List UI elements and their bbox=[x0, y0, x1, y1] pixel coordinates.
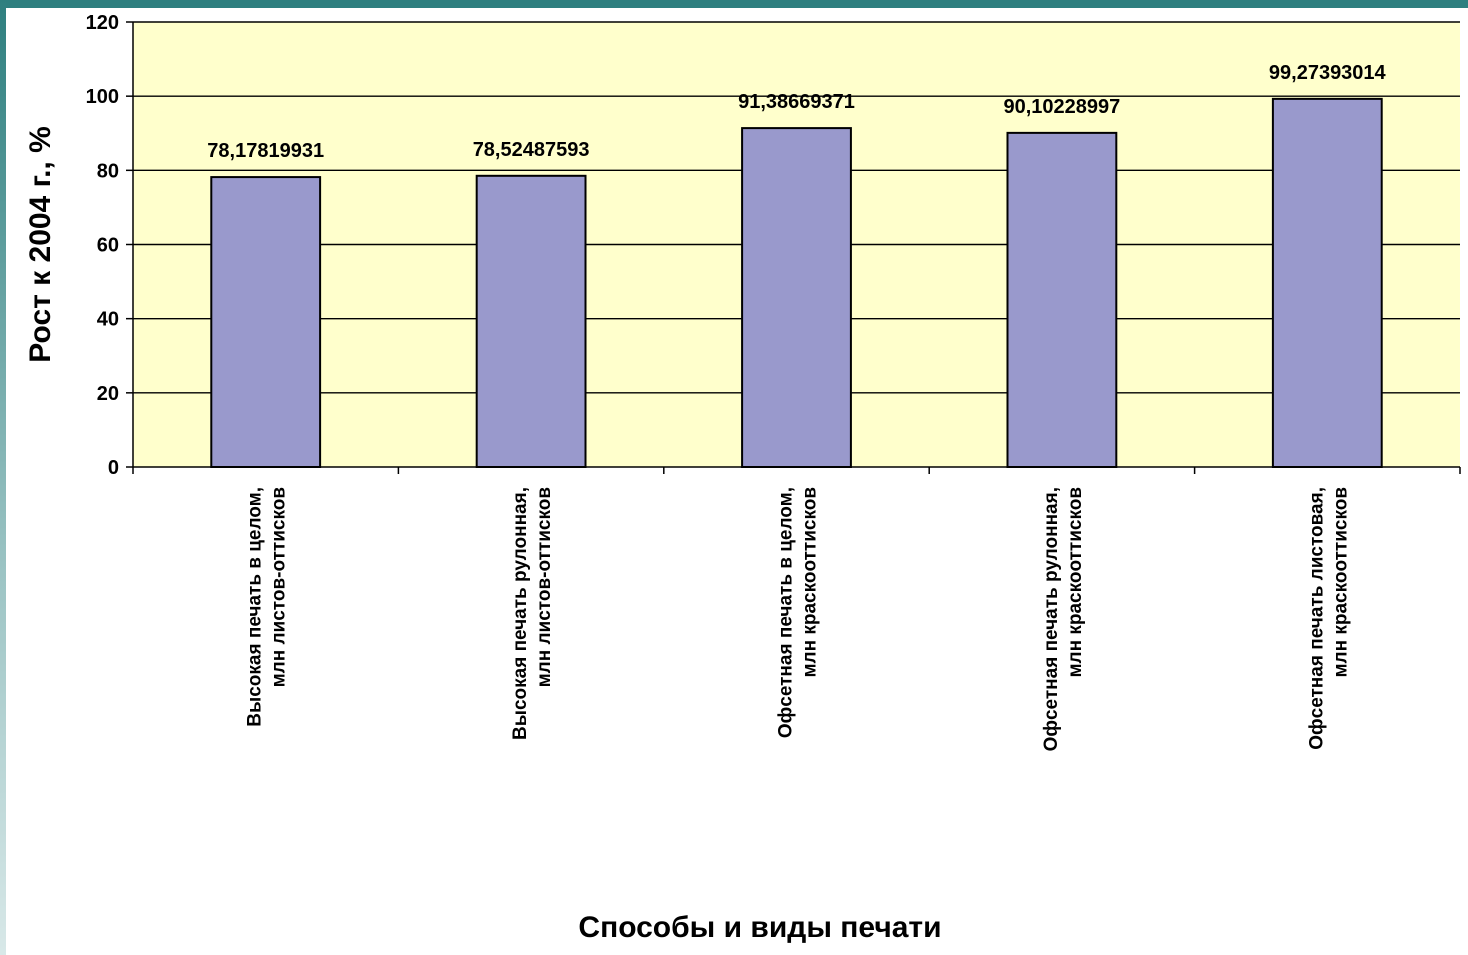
x-category-label-line: млн краскооттисков bbox=[1330, 487, 1351, 678]
y-tick-label: 120 bbox=[86, 12, 119, 34]
x-category-label: Офсетная печать в целом, млн краскооттиск… bbox=[776, 487, 821, 738]
bar bbox=[1271, 97, 1383, 469]
y-tick-label: 100 bbox=[86, 86, 119, 108]
bar bbox=[210, 176, 322, 468]
data-label: 99,27393014 bbox=[1269, 62, 1387, 84]
x-category-label: Высокая печать рулонная, млн листов-оттис… bbox=[510, 487, 555, 740]
y-tick-label: 80 bbox=[97, 160, 119, 182]
window-frame-left bbox=[0, 0, 6, 955]
x-category-label-line: млн листов-оттисков bbox=[269, 487, 290, 687]
y-tick-label: 40 bbox=[97, 309, 119, 331]
data-label: 90,10228997 bbox=[1004, 96, 1121, 118]
x-category-label-line: млн листов-оттисков bbox=[534, 487, 555, 687]
x-category-label-line: Офсетная печать рулонная, bbox=[1041, 487, 1062, 751]
bar bbox=[475, 174, 587, 468]
data-labels: 78,17819931 78,52487593 91,38669371 90,1022… bbox=[207, 62, 1386, 162]
y-axis-title: Рост к 2004 г., % bbox=[24, 126, 57, 363]
window-frame-top bbox=[0, 0, 1468, 8]
x-category-label-line: Высокая печать рулонная, bbox=[510, 487, 531, 740]
x-category-label: Офсетная печать рулонная, млн краскооттис… bbox=[1041, 487, 1086, 751]
y-tick-label: 0 bbox=[108, 457, 119, 479]
bar bbox=[741, 127, 852, 469]
bar bbox=[1006, 131, 1118, 469]
bar-series bbox=[210, 97, 1383, 469]
x-category-label: Высокая печать в целом, млн листов-оттиск… bbox=[245, 487, 290, 727]
x-category-label: Офсетная печать листовая, млн краскооттис… bbox=[1306, 487, 1351, 750]
x-category-label-line: Высокая печать в целом, bbox=[245, 487, 266, 727]
x-category-labels: Высокая печать в целом, млн листов-оттиск… bbox=[245, 487, 1352, 751]
data-label: 91,38669371 bbox=[738, 91, 855, 113]
data-label: 78,17819931 bbox=[207, 140, 324, 162]
data-label: 78,52487593 bbox=[473, 139, 590, 161]
y-tick-label: 60 bbox=[97, 235, 119, 257]
x-category-label-line: Офсетная печать листовая, bbox=[1306, 487, 1327, 750]
y-tick-label: 20 bbox=[97, 383, 119, 405]
x-category-label-line: млн краскооттисков bbox=[800, 487, 821, 678]
x-category-label-line: млн краскооттисков bbox=[1065, 487, 1086, 678]
axes bbox=[126, 21, 1461, 474]
y-tick-labels: 0 20 40 60 80 100 120 bbox=[86, 12, 119, 479]
x-category-label-line: Офсетная печать в целом, bbox=[776, 487, 797, 738]
x-axis-title: Способы и виды печати bbox=[578, 911, 941, 944]
